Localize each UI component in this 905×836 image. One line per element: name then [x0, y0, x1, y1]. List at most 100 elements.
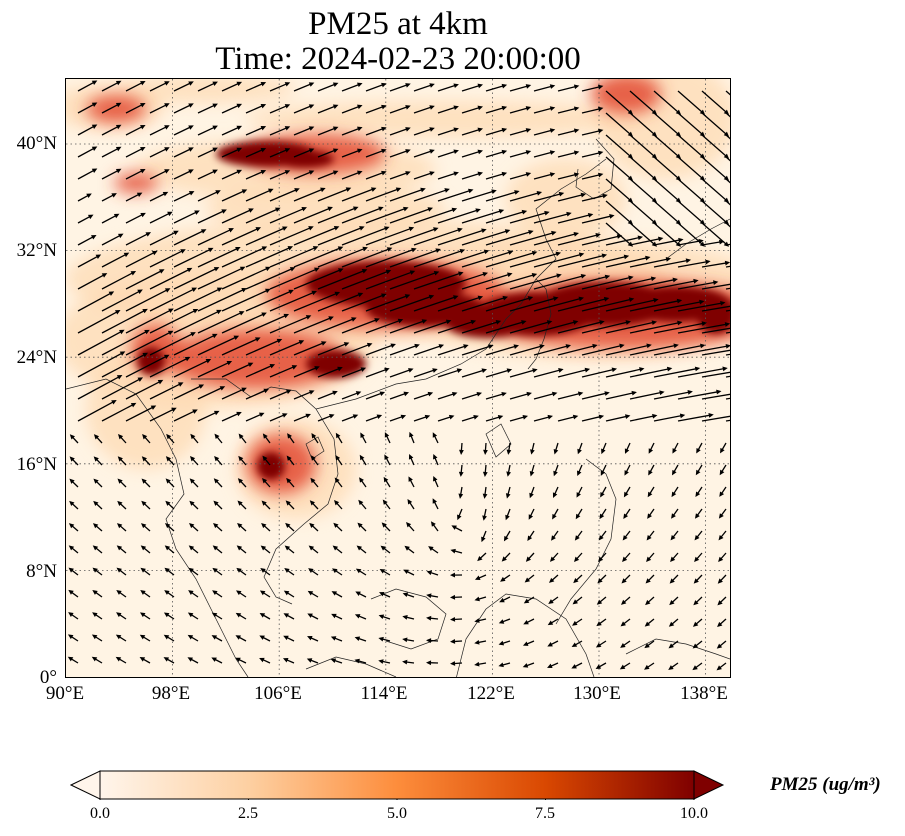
pm25-high-patch — [274, 150, 334, 168]
wind-vector-shaft — [149, 249, 184, 268]
wind-vector-shaft — [461, 369, 485, 378]
wind-vector-head — [360, 367, 367, 372]
wind-vector — [245, 267, 296, 290]
wind-vector-head — [476, 391, 483, 397]
wind-vector-head — [580, 274, 587, 279]
wind-vector-head — [699, 241, 706, 247]
wind-vector-head — [474, 639, 480, 645]
wind-vector-head — [345, 187, 352, 192]
wind-vector-head — [546, 320, 553, 325]
wind-vector — [694, 508, 703, 519]
wind-vector — [677, 200, 706, 225]
wind-vector-head — [451, 525, 457, 530]
wind-vector-head — [67, 634, 74, 640]
wind-vector-shaft — [317, 83, 336, 92]
wind-vector — [645, 596, 655, 606]
wind-vector-shaft — [293, 83, 312, 92]
wind-vector-head — [672, 448, 677, 454]
wind-vector-shaft — [509, 274, 560, 290]
wind-vector-shaft — [413, 320, 449, 334]
wind-vector — [599, 508, 607, 520]
wind-vector — [125, 124, 146, 136]
colorbar-label: PM25 (ug/m³) — [770, 774, 881, 795]
wind-vector — [389, 83, 411, 92]
wind-vector-head — [723, 197, 730, 203]
wind-vector — [358, 499, 367, 510]
wind-vector-shaft — [341, 207, 382, 224]
map-panel[interactable] — [65, 78, 731, 678]
wind-vector-head — [163, 657, 170, 662]
wind-vector — [341, 247, 393, 268]
wind-vector — [482, 486, 488, 499]
wind-vector-shaft — [221, 338, 259, 356]
wind-vector — [341, 414, 359, 422]
wind-vector-head — [207, 247, 214, 253]
wind-vector — [716, 662, 727, 671]
wind-vector-head — [159, 269, 165, 274]
wind-vector-head — [428, 294, 435, 300]
wind-vector-head — [332, 104, 339, 109]
wind-vector-head — [123, 252, 130, 258]
wind-vector — [598, 552, 607, 562]
lon-tick-130e: 130°E — [573, 683, 621, 704]
wind-vector-shaft — [629, 300, 680, 312]
wind-vector-head — [497, 414, 504, 420]
wind-vector — [149, 407, 177, 422]
wind-vector-head — [332, 390, 338, 396]
wind-vector-shaft — [413, 189, 448, 202]
wind-vector-head — [354, 636, 361, 642]
wind-vector-shaft — [101, 147, 120, 158]
wind-vector-head — [237, 500, 243, 506]
wind-vector-shaft — [629, 200, 656, 224]
wind-vector-head — [308, 568, 314, 573]
wind-vector — [293, 268, 344, 290]
wind-vector — [692, 662, 703, 671]
wind-vector-shaft — [221, 82, 240, 92]
wind-vector-head — [376, 414, 383, 420]
wind-vector-head — [284, 82, 291, 87]
wind-vector — [451, 525, 463, 532]
wind-vector-head — [268, 188, 274, 194]
wind-vector-shaft — [629, 391, 662, 400]
wind-vector — [581, 172, 604, 180]
wind-vector-head — [595, 664, 602, 669]
wind-vector-head — [501, 391, 507, 397]
wind-vector-head — [408, 454, 414, 460]
wind-vector-head — [694, 513, 700, 519]
wind-vector — [653, 90, 682, 115]
wind-vector-shaft — [197, 148, 216, 158]
wind-vector — [509, 84, 532, 92]
wind-vector — [522, 662, 535, 668]
wind-vector — [221, 81, 243, 92]
wind-vector-head — [211, 657, 217, 662]
wind-vector-head — [525, 128, 532, 133]
wind-vector-shaft — [581, 415, 602, 422]
wind-vector-head — [406, 522, 412, 528]
wind-vector — [68, 523, 79, 532]
wind-vector — [413, 188, 450, 202]
wind-vector — [77, 124, 98, 136]
wind-vector — [317, 317, 357, 334]
wind-vector-head — [284, 545, 291, 551]
wind-vector-head — [284, 126, 291, 131]
wind-vector — [701, 283, 730, 290]
wind-vector — [317, 292, 364, 312]
wind-vector-head — [118, 233, 124, 239]
wind-vector — [529, 464, 535, 477]
wind-vector — [533, 231, 579, 246]
wind-vector-head — [498, 662, 504, 668]
wind-vector-shaft — [653, 90, 680, 114]
wind-vector-shaft — [701, 283, 730, 290]
wind-vector-head — [130, 271, 137, 276]
wind-vector-head — [378, 659, 384, 664]
wind-vector-head — [424, 414, 431, 420]
wind-vector-head — [212, 169, 218, 174]
wind-vector-head — [428, 546, 434, 551]
wind-vector-head — [694, 366, 701, 372]
wind-vector-head — [723, 131, 730, 137]
wind-vector-head — [287, 246, 294, 251]
wind-vector — [317, 126, 339, 136]
wind-vector-head — [139, 657, 146, 662]
wind-vector-shaft — [125, 380, 161, 400]
wind-vector — [557, 150, 580, 158]
